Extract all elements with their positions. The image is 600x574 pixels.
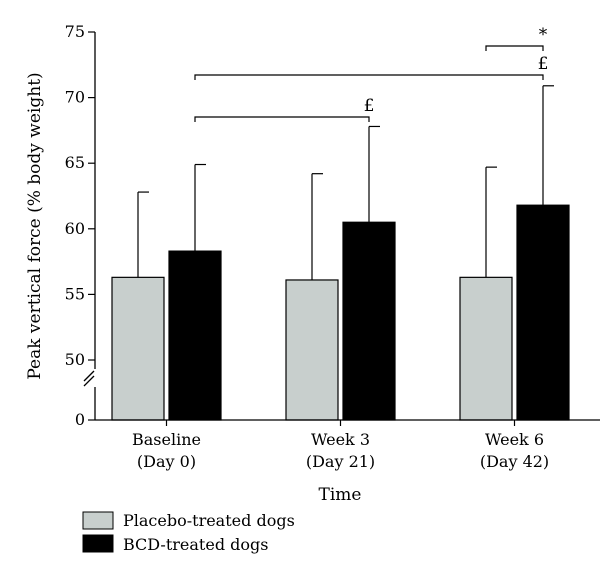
legend-swatch-placebo <box>82 511 114 530</box>
axis-break-mark-1 <box>83 370 95 382</box>
y-tick-label-55: 55 <box>65 284 85 303</box>
bar-bcd-0 <box>168 250 222 421</box>
axis-break-mark-2 <box>83 375 95 387</box>
significance-bracket-0 <box>194 116 370 122</box>
legend-label-bcd: BCD-treated dogs <box>123 535 268 554</box>
significance-bracket-1 <box>194 74 544 80</box>
y-tick-label-50: 50 <box>65 350 85 369</box>
legend: Placebo-treated dogs BCD-treated dogs <box>82 511 295 554</box>
y-tick-label-0: 0 <box>75 410 85 429</box>
x-tick-label-1-line1: Week 3 <box>311 430 370 449</box>
y-tick-label-70: 70 <box>65 88 85 107</box>
x-tick-label-1-line2: (Day 21) <box>306 452 375 471</box>
legend-swatch-bcd <box>82 534 114 553</box>
bar-bcd-1 <box>342 221 396 421</box>
significance-label-0: £ <box>364 96 375 116</box>
bar-placebo-0 <box>111 276 165 421</box>
y-ticks-group: 0 50 55 60 65 70 75 <box>65 22 95 429</box>
y-axis-title: Peak vertical force (% body weight) <box>25 72 45 379</box>
significance-label-1: £ <box>538 54 549 74</box>
legend-label-placebo: Placebo-treated dogs <box>123 511 295 530</box>
x-tick-label-2-line1: Week 6 <box>485 430 544 449</box>
x-ticks-group: Baseline (Day 0) Week 3 (Day 21) Week 6 (Day … <box>132 420 549 471</box>
x-axis-title: Time <box>319 485 362 505</box>
axes-group <box>83 32 600 421</box>
y-tick-label-65: 65 <box>65 153 85 172</box>
y-tick-label-75: 75 <box>65 22 85 41</box>
significance-bracket-2 <box>485 45 544 51</box>
x-tick-label-2-line2: (Day 42) <box>480 452 549 471</box>
bars-group <box>111 204 570 421</box>
error-bars-group <box>137 85 554 280</box>
bar-placebo-2 <box>459 276 513 421</box>
significance-group: £ £ * <box>194 25 549 122</box>
bar-placebo-1 <box>285 279 339 421</box>
significance-label-2: * <box>539 25 548 45</box>
x-tick-label-0-line2: (Day 0) <box>137 452 196 471</box>
x-tick-label-0-line1: Baseline <box>132 430 201 449</box>
y-tick-label-60: 60 <box>65 219 85 238</box>
bar-bcd-2 <box>516 204 570 421</box>
